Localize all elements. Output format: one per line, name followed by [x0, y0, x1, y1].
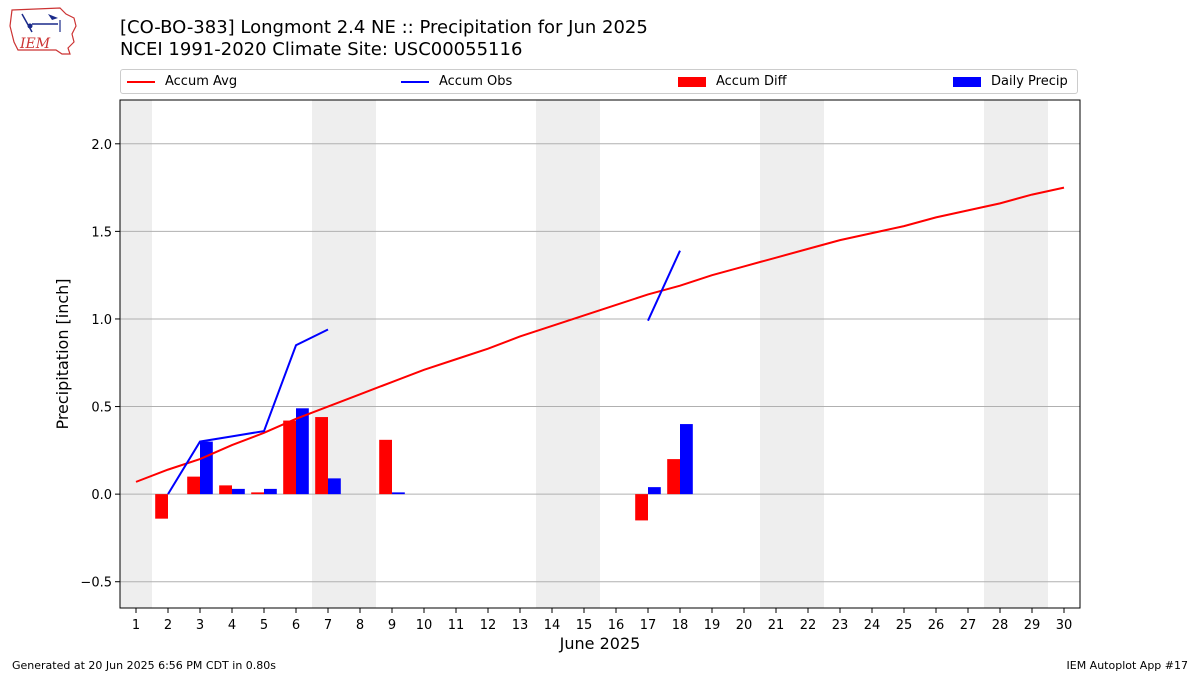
x-tick-label: 19 [704, 618, 721, 633]
y-tick-label: −0.5 [80, 576, 112, 591]
y-axis-label: Precipitation [inch] [53, 278, 72, 429]
daily-precip-bar [264, 488, 277, 495]
weekend-band [312, 100, 376, 608]
accum-avg-line [135, 186, 1065, 483]
x-tick-label: 27 [960, 618, 977, 633]
y-tick-label: 0.5 [91, 401, 112, 416]
x-tick-label: 1 [132, 618, 140, 633]
x-tick-label: 10 [416, 618, 433, 633]
legend-item-accum-diff: Accum Diff [678, 74, 787, 90]
accum-diff-bar [667, 459, 680, 495]
accum-diff-bar [219, 485, 232, 495]
daily-precip-bar [232, 488, 245, 495]
x-tick-label: 5 [260, 618, 268, 633]
y-tick-label: 1.5 [91, 225, 112, 240]
x-tick-label: 16 [608, 618, 625, 633]
chart-title: [CO-BO-383] Longmont 2.4 NE :: Precipita… [120, 17, 648, 38]
x-tick-label: 26 [928, 618, 945, 633]
weekend-band [984, 100, 1048, 608]
x-tick-label: 6 [292, 618, 300, 633]
chart-subtitle: NCEI 1991-2020 Climate Site: USC00055116 [120, 39, 523, 60]
x-tick-label: 4 [228, 618, 236, 633]
accum-diff-bar [379, 439, 392, 495]
x-tick-label: 2 [164, 618, 172, 633]
x-tick-label: 23 [832, 618, 849, 633]
accum-diff-bar [155, 494, 168, 519]
daily-precip-bar [648, 487, 661, 495]
x-tick-label: 13 [512, 618, 529, 633]
x-tick-label: 20 [736, 618, 753, 633]
legend-swatch-daily-precip [953, 76, 981, 87]
y-axis-ticks: −0.5 0.0 0.5 1.0 1.5 2.0 [80, 138, 120, 591]
logo-text: IEM [19, 36, 51, 52]
x-tick-label: 30 [1056, 618, 1073, 633]
x-tick-label: 12 [480, 618, 497, 633]
daily-precip-bar [200, 441, 213, 495]
legend-item-accum-avg: Accum Avg [127, 74, 237, 90]
y-tick-label: 2.0 [91, 138, 112, 153]
accum-obs-line [647, 250, 681, 322]
weekend-band [120, 100, 152, 608]
legend-swatch-accum-diff [678, 76, 706, 87]
x-tick-label: 25 [896, 618, 913, 633]
grid-lines [120, 143, 1080, 583]
accum-diff-bar [635, 494, 648, 521]
x-axis-ticks: 1 2 3 4 5 6 7 8 9 10 11 12 13 14 15 16 17 18 19 20 21 22 23 24 2… [132, 608, 1072, 633]
legend-swatch-accum-avg [127, 80, 155, 83]
weekend-shading [120, 100, 1048, 608]
x-tick-label: 18 [672, 618, 689, 633]
iem-logo: IEM [9, 7, 77, 55]
x-axis-label: June 2025 [559, 634, 641, 653]
x-tick-label: 28 [992, 618, 1009, 633]
x-tick-label: 17 [640, 618, 657, 633]
legend-label-accum-diff: Accum Diff [716, 74, 787, 89]
x-tick-label: 15 [576, 618, 593, 633]
x-tick-label: 7 [324, 618, 332, 633]
accum-diff-bar [251, 492, 264, 495]
legend-item-accum-obs: Accum Obs [401, 74, 512, 90]
weekend-band [536, 100, 600, 608]
y-tick-label: 0.0 [91, 488, 112, 503]
accum-obs-line [167, 328, 329, 495]
x-tick-label: 9 [388, 618, 396, 633]
bar-series [155, 408, 693, 521]
legend: Accum Avg Accum Obs Accum Diff Daily Pre… [120, 69, 1078, 94]
line-series [135, 186, 1065, 495]
x-tick-label: 8 [356, 618, 364, 633]
app-label: IEM Autoplot App #17 [1066, 659, 1189, 672]
daily-precip-bar [680, 424, 693, 495]
daily-precip-bar [296, 408, 309, 495]
accum-diff-bar [315, 417, 328, 495]
generated-timestamp: Generated at 20 Jun 2025 6:56 PM CDT in … [12, 659, 277, 672]
accum-diff-bar [187, 476, 200, 495]
daily-precip-bar [328, 478, 341, 495]
x-tick-label: 11 [448, 618, 465, 633]
x-tick-label: 29 [1024, 618, 1041, 633]
legend-swatch-accum-obs [401, 80, 429, 83]
x-tick-label: 22 [800, 618, 817, 633]
legend-label-daily-precip: Daily Precip [991, 74, 1068, 89]
legend-label-accum-avg: Accum Avg [165, 74, 238, 89]
legend-label-accum-obs: Accum Obs [439, 74, 513, 89]
legend-item-daily-precip: Daily Precip [953, 74, 1068, 90]
daily-precip-bar [392, 492, 405, 495]
accum-diff-bar [283, 420, 296, 495]
x-tick-label: 3 [196, 618, 204, 633]
x-tick-label: 21 [768, 618, 785, 633]
y-tick-label: 1.0 [91, 313, 112, 328]
x-tick-label: 14 [544, 618, 561, 633]
x-tick-label: 24 [864, 618, 881, 633]
plot-frame [119, 99, 1081, 609]
weekend-band [760, 100, 824, 608]
